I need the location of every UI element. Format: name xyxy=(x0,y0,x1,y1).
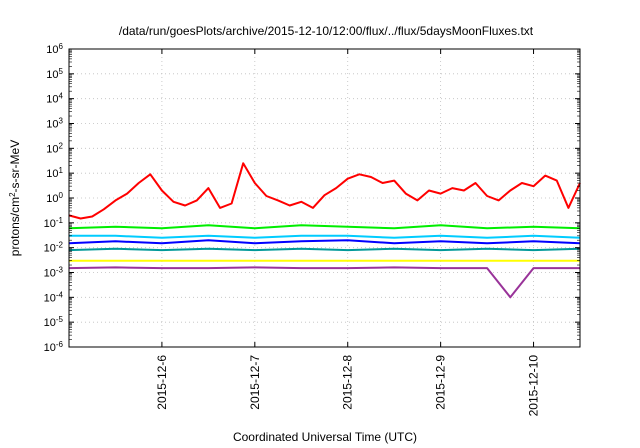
chart-title: /data/run/goesPlots/archive/2015-12-10/1… xyxy=(119,24,534,38)
x-tick-label: 2015-12-8 xyxy=(341,355,355,410)
y-axis-label: protons/cm2-s-sr-MeV xyxy=(8,140,23,256)
series-line-7 xyxy=(68,266,580,299)
y-tick-label: 10-3 xyxy=(44,265,64,280)
series-line-4 xyxy=(68,239,581,245)
y-tick-label: 105 xyxy=(46,66,63,81)
x-tick-label: 2015-12-6 xyxy=(155,355,169,410)
y-tick-label: 10-4 xyxy=(44,290,64,305)
y-tick-label: 10-5 xyxy=(44,315,64,330)
series-line-2 xyxy=(68,224,581,230)
y-tick-label: 104 xyxy=(46,91,63,106)
series-line-5 xyxy=(68,247,581,252)
y-tick-label: 100 xyxy=(46,191,63,206)
y-tick-label: 101 xyxy=(46,166,63,181)
y-tick-label: 10-1 xyxy=(44,215,64,230)
series-line-1 xyxy=(68,162,581,220)
series-layer xyxy=(68,162,581,299)
y-tick-label: 103 xyxy=(46,116,63,131)
y-tick-label: 10-6 xyxy=(44,340,64,355)
y-tick-label: 106 xyxy=(46,42,63,57)
series-line-3 xyxy=(69,234,581,239)
x-tick-label: 2015-12-9 xyxy=(434,355,448,410)
axes: 10-6 10-5 10-4 10-3 10-2 10-1 100 101 102 103 104 1… xyxy=(44,42,580,417)
grid xyxy=(69,48,580,348)
x-tick-label: 2015-12-10 xyxy=(527,355,541,417)
y-tick-label: 102 xyxy=(46,141,63,156)
y-tick-label: 10-2 xyxy=(44,240,64,255)
x-axis-label: Coordinated Universal Time (UTC) xyxy=(233,430,417,444)
x-tick-label: 2015-12-7 xyxy=(248,355,262,410)
